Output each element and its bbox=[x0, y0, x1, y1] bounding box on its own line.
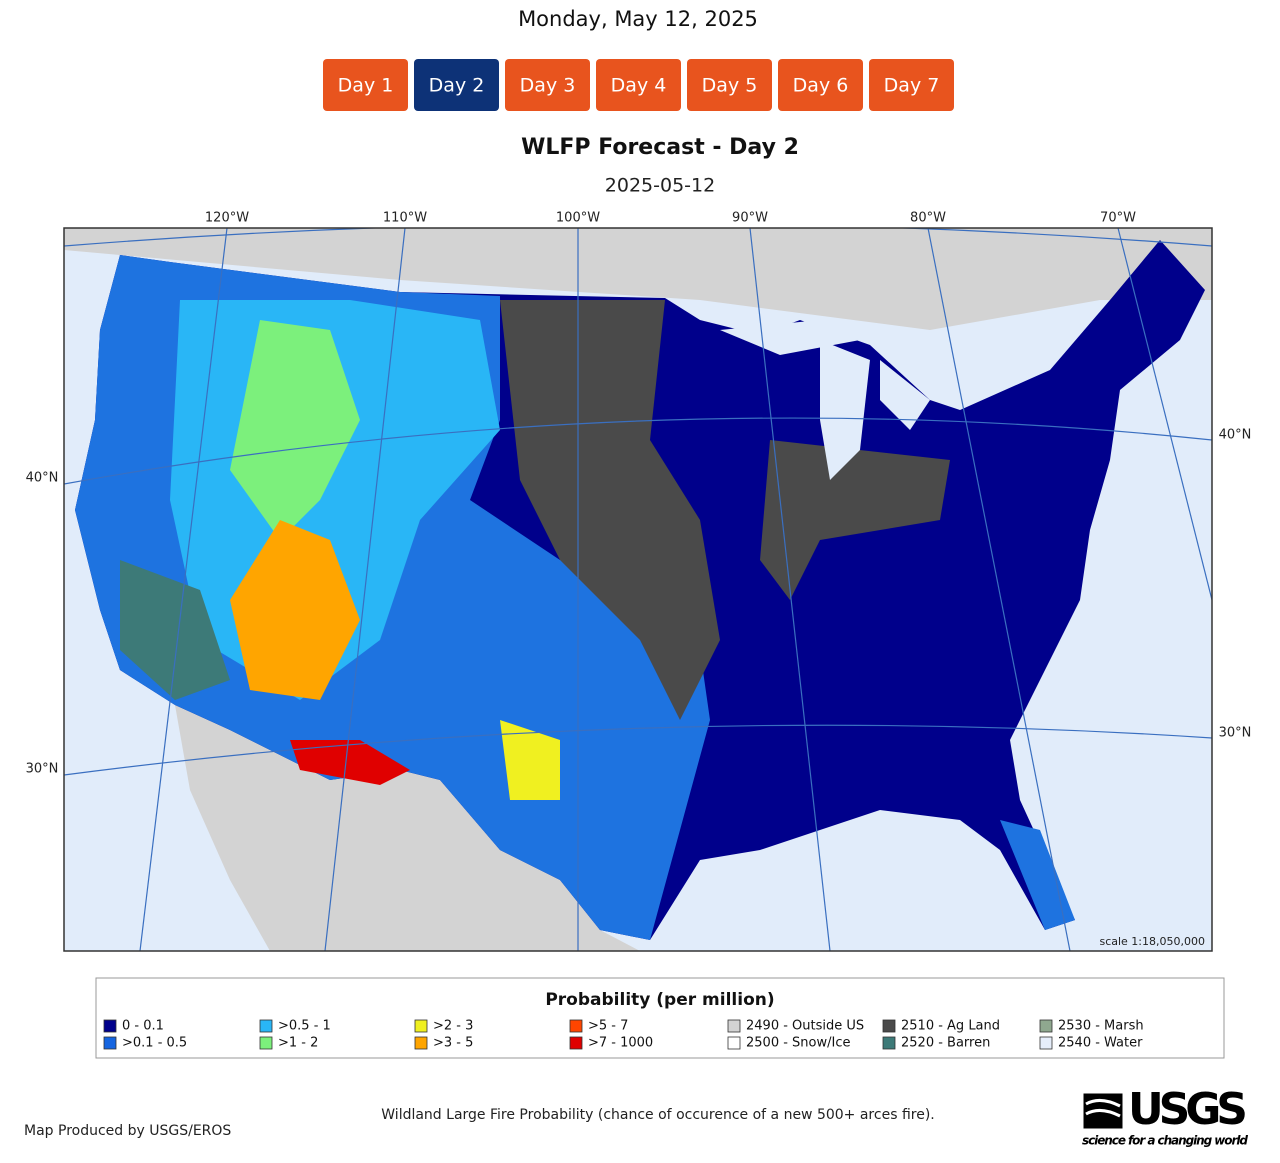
longitude-label: 120°W bbox=[205, 211, 249, 226]
graticule bbox=[64, 724, 1212, 776]
legend-title: Probability (per million) bbox=[545, 990, 774, 1010]
day-button[interactable] bbox=[323, 59, 408, 111]
legend-swatch bbox=[727, 1019, 741, 1033]
legend-swatch bbox=[103, 1019, 117, 1033]
legend-swatch bbox=[1039, 1019, 1053, 1033]
graticule bbox=[139, 228, 228, 951]
legend-label: 2510 - Ag Land bbox=[901, 1019, 1000, 1034]
legend-label: >3 - 5 bbox=[433, 1036, 473, 1051]
legend-label: 0 - 0.1 bbox=[122, 1019, 164, 1034]
latitude-label: 30°N bbox=[1219, 726, 1252, 741]
day-button[interactable] bbox=[596, 59, 681, 111]
longitude-label: 70°W bbox=[1100, 211, 1136, 226]
day-button-label[interactable]: Day 2 bbox=[429, 75, 485, 97]
legend-swatch bbox=[882, 1019, 896, 1033]
graticule bbox=[749, 228, 831, 951]
legend-swatch bbox=[103, 1036, 117, 1050]
legend-swatch bbox=[569, 1019, 583, 1033]
graticule bbox=[927, 228, 1071, 951]
legend-label: >7 - 1000 bbox=[588, 1036, 653, 1051]
legend-swatch bbox=[259, 1019, 273, 1033]
longitude-label: 80°W bbox=[910, 211, 946, 226]
date-header: Monday, May 12, 2025 bbox=[518, 7, 758, 31]
day-button-label[interactable]: Day 7 bbox=[884, 75, 940, 97]
graticule bbox=[324, 228, 406, 951]
legend-label: 2500 - Snow/Ice bbox=[746, 1036, 850, 1051]
logo-wave bbox=[1080, 1090, 1126, 1132]
lake-michigan bbox=[820, 340, 870, 480]
longitude-label: 110°W bbox=[383, 211, 427, 226]
day-button-label[interactable]: Day 5 bbox=[702, 75, 758, 97]
map-scale: scale 1:18,050,000 bbox=[1099, 935, 1205, 948]
map-title: WLFP Forecast - Day 2 bbox=[521, 135, 799, 160]
legend-swatch bbox=[259, 1036, 273, 1050]
lake-superior bbox=[720, 320, 860, 355]
plains-ag bbox=[500, 300, 720, 720]
logo-tagline: science for a changing world bbox=[1082, 1134, 1248, 1148]
idaho-green bbox=[230, 320, 360, 540]
legend-swatch bbox=[882, 1036, 896, 1050]
day-button-label[interactable]: Day 4 bbox=[611, 75, 667, 97]
legend-swatch bbox=[414, 1019, 428, 1033]
day-button[interactable] bbox=[505, 59, 590, 111]
footer-credit: Map Produced by USGS/EROS bbox=[24, 1123, 231, 1139]
mexico bbox=[175, 705, 640, 951]
map-subtitle: 2025-05-12 bbox=[605, 175, 715, 197]
nm-yellow bbox=[500, 720, 560, 800]
latitude-label: 30°N bbox=[26, 762, 59, 777]
day-button[interactable] bbox=[869, 59, 954, 111]
legend-swatch bbox=[727, 1036, 741, 1050]
legend-label: 2540 - Water bbox=[1058, 1036, 1143, 1051]
florida bbox=[1000, 820, 1075, 930]
usgs-logo: USGS science for a changing world bbox=[1080, 1084, 1248, 1148]
longitude-label: 90°W bbox=[732, 211, 768, 226]
legend-swatch bbox=[569, 1036, 583, 1050]
day-button-label[interactable]: Day 3 bbox=[520, 75, 576, 97]
legend-label: >1 - 2 bbox=[278, 1036, 318, 1051]
logo-text: USGS bbox=[1128, 1084, 1248, 1135]
cornbelt-ag bbox=[760, 440, 950, 600]
legend-swatch bbox=[1039, 1036, 1053, 1050]
map-frame bbox=[63, 227, 1213, 952]
legend-label: 2490 - Outside US bbox=[746, 1019, 864, 1034]
az-red bbox=[290, 740, 410, 785]
legend-label: 2520 - Barren bbox=[901, 1036, 990, 1051]
nevada-barren bbox=[120, 560, 230, 700]
day-button-label[interactable]: Day 6 bbox=[793, 75, 849, 97]
legend-swatch bbox=[414, 1036, 428, 1050]
day-button[interactable] bbox=[414, 59, 499, 111]
lake-huron bbox=[880, 360, 930, 430]
graticule bbox=[64, 417, 1212, 485]
map: scale 1:18,050,000 bbox=[63, 227, 1213, 952]
day-button[interactable] bbox=[687, 59, 772, 111]
day-button[interactable] bbox=[778, 59, 863, 111]
legend-label: >5 - 7 bbox=[588, 1019, 628, 1034]
day-button-label[interactable]: Day 1 bbox=[338, 75, 394, 97]
legend-label: >2 - 3 bbox=[433, 1019, 473, 1034]
longitude-label: 100°W bbox=[556, 211, 600, 226]
canada bbox=[64, 228, 1212, 330]
legend-label: 2530 - Marsh bbox=[1058, 1019, 1144, 1034]
utah-orange bbox=[230, 520, 360, 700]
latitude-label: 40°N bbox=[1219, 428, 1252, 443]
graticule bbox=[64, 228, 1212, 247]
legend-label: >0.1 - 0.5 bbox=[122, 1036, 187, 1051]
graticule bbox=[1117, 228, 1212, 601]
legend-box bbox=[95, 977, 1225, 1059]
footer-caption: Wildland Large Fire Probability (chance … bbox=[381, 1107, 934, 1123]
legend-label: >0.5 - 1 bbox=[278, 1019, 331, 1034]
latitude-label: 40°N bbox=[26, 471, 59, 486]
